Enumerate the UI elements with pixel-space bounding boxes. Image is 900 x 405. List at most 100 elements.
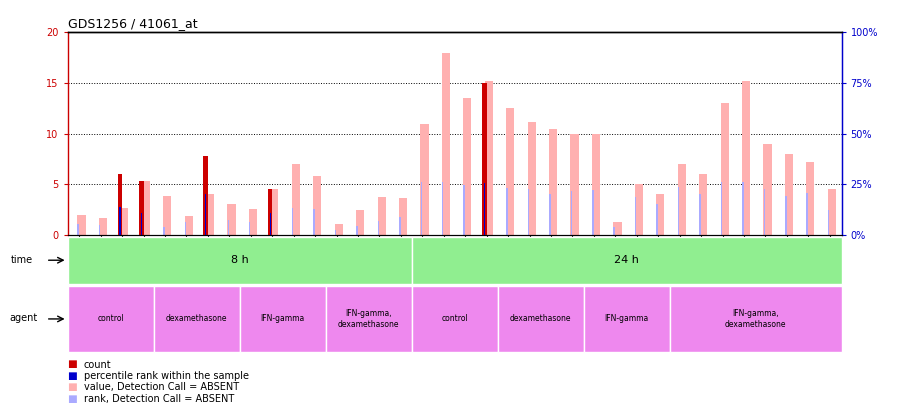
Bar xyxy=(549,194,551,235)
Bar xyxy=(806,194,808,235)
Text: control: control xyxy=(97,314,124,324)
Bar xyxy=(763,144,771,235)
Bar xyxy=(121,207,129,235)
Bar xyxy=(268,190,273,235)
Bar xyxy=(484,183,485,235)
Bar xyxy=(292,207,293,235)
Bar xyxy=(634,198,636,235)
Bar xyxy=(228,220,230,235)
Bar xyxy=(163,196,171,235)
Bar xyxy=(120,207,121,235)
Bar xyxy=(506,108,514,235)
Bar xyxy=(527,122,536,235)
Bar xyxy=(678,187,680,235)
Bar xyxy=(141,181,149,235)
Bar xyxy=(721,103,729,235)
Bar xyxy=(154,286,239,352)
Bar xyxy=(141,213,142,235)
Bar xyxy=(785,154,793,235)
Bar xyxy=(721,182,722,235)
Bar xyxy=(656,194,664,235)
Bar xyxy=(592,134,600,235)
Bar xyxy=(313,209,315,235)
Bar xyxy=(121,207,122,235)
Bar xyxy=(549,129,557,235)
Bar xyxy=(269,213,271,235)
Bar xyxy=(464,185,465,235)
Bar xyxy=(142,211,143,235)
Text: ■: ■ xyxy=(68,371,77,381)
Bar xyxy=(498,286,583,352)
Bar xyxy=(335,230,337,235)
Bar xyxy=(699,194,701,235)
Bar xyxy=(806,162,814,235)
Text: agent: agent xyxy=(9,313,37,323)
Bar xyxy=(614,227,615,235)
Text: GDS1256 / 41061_at: GDS1256 / 41061_at xyxy=(68,17,197,30)
Bar xyxy=(313,176,321,235)
Bar xyxy=(335,224,343,235)
Bar xyxy=(670,286,842,352)
Bar xyxy=(763,190,765,235)
Bar xyxy=(77,224,79,235)
Bar xyxy=(292,164,300,235)
Bar xyxy=(356,210,365,235)
Bar xyxy=(442,53,450,235)
Bar xyxy=(205,194,206,235)
Bar xyxy=(828,210,830,235)
Bar xyxy=(656,204,658,235)
Bar xyxy=(571,134,579,235)
Bar xyxy=(270,190,278,235)
Bar xyxy=(485,81,493,235)
Bar xyxy=(249,209,257,235)
Bar xyxy=(99,218,107,235)
Text: ■: ■ xyxy=(68,394,77,403)
Bar xyxy=(356,226,357,235)
Text: 8 h: 8 h xyxy=(230,255,248,265)
Bar xyxy=(678,164,686,235)
Text: IFN-gamma,
dexamethasone: IFN-gamma, dexamethasone xyxy=(338,309,400,328)
Bar xyxy=(326,286,411,352)
Bar xyxy=(184,222,186,235)
Text: time: time xyxy=(11,255,33,265)
Text: ■: ■ xyxy=(68,382,77,392)
Bar xyxy=(485,183,486,235)
Bar xyxy=(507,188,508,235)
Bar xyxy=(99,225,101,235)
Text: rank, Detection Call = ABSENT: rank, Detection Call = ABSENT xyxy=(84,394,234,403)
Text: dexamethasone: dexamethasone xyxy=(166,314,227,324)
Bar xyxy=(420,124,428,235)
Bar xyxy=(592,190,593,235)
Text: dexamethasone: dexamethasone xyxy=(509,314,572,324)
Bar xyxy=(464,98,472,235)
Bar xyxy=(399,198,407,235)
Bar xyxy=(614,222,622,235)
Bar xyxy=(699,174,707,235)
Text: percentile rank within the sample: percentile rank within the sample xyxy=(84,371,248,381)
Bar xyxy=(527,190,529,235)
Bar xyxy=(742,182,743,235)
Text: control: control xyxy=(441,314,468,324)
Bar xyxy=(399,217,400,235)
Text: count: count xyxy=(84,360,112,369)
Bar xyxy=(239,286,326,352)
Text: IFN-gamma: IFN-gamma xyxy=(260,314,304,324)
Bar xyxy=(571,192,572,235)
Bar xyxy=(206,194,214,235)
Bar xyxy=(249,222,250,235)
Bar xyxy=(411,286,498,352)
Bar xyxy=(184,215,193,235)
Text: 24 h: 24 h xyxy=(614,255,639,265)
Text: value, Detection Call = ABSENT: value, Detection Call = ABSENT xyxy=(84,382,238,392)
Bar xyxy=(163,227,165,235)
Bar xyxy=(482,83,487,235)
Bar xyxy=(420,182,422,235)
Bar xyxy=(377,198,386,235)
Bar xyxy=(228,204,236,235)
Bar xyxy=(442,182,444,235)
Bar xyxy=(203,156,208,235)
Text: IFN-gamma: IFN-gamma xyxy=(605,314,649,324)
Bar xyxy=(68,237,411,284)
Bar xyxy=(206,194,208,235)
Bar xyxy=(634,184,643,235)
